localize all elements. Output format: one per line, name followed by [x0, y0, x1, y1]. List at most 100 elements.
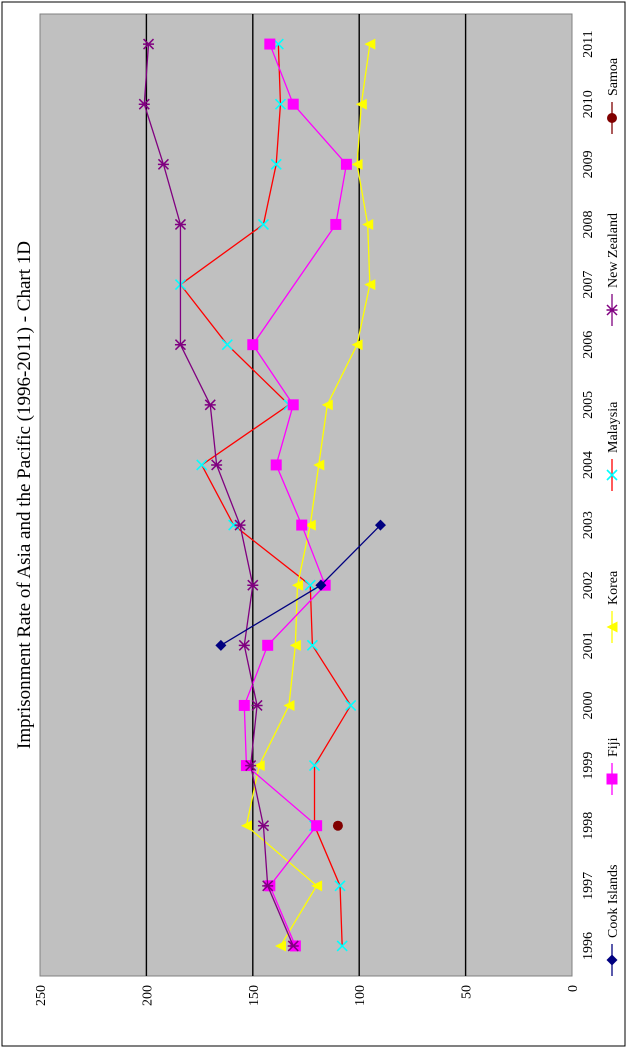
data-point-korea: [351, 339, 363, 351]
data-point-new-zealand: [247, 579, 259, 591]
data-point-malaysia: [221, 339, 233, 351]
x-tick-label: 2005: [581, 391, 596, 419]
legend-label: New Zealand: [606, 213, 621, 288]
x-tick-label: 2004: [581, 451, 596, 479]
data-point-korea: [274, 940, 286, 952]
data-point-cook-islands: [215, 639, 227, 651]
data-point-new-zealand: [138, 98, 150, 110]
legend-label: Cook Islands: [606, 865, 621, 939]
series-korea: [240, 38, 376, 952]
legend-item-cook-islands: Cook Islands: [606, 865, 621, 976]
plot-area: [39, 13, 573, 977]
data-point-new-zealand: [251, 699, 263, 711]
data-point-korea: [364, 38, 376, 50]
data-point-fiji: [238, 699, 250, 711]
data-point-fiji: [287, 98, 299, 110]
data-point-samoa: [332, 820, 343, 831]
y-axis-tick-labels: 0 50 100 150 200 250: [34, 985, 581, 1006]
data-point-new-zealand: [287, 940, 299, 952]
data-point-new-zealand: [238, 639, 250, 651]
x-tick-label: 1999: [581, 752, 596, 780]
legend-marker: [606, 621, 618, 633]
x-tick-label: 2002: [581, 571, 596, 599]
series-cook-islands: [215, 519, 386, 651]
data-point-new-zealand: [142, 38, 155, 50]
x-tick-label: 2006: [581, 331, 596, 359]
data-point-malaysia: [196, 459, 208, 471]
data-point-new-zealand: [174, 339, 186, 351]
data-point-malaysia: [274, 98, 287, 110]
legend-item-korea: Korea: [606, 570, 621, 643]
legend-label: Samoa: [606, 57, 621, 96]
x-tick-label: 2007: [581, 271, 596, 299]
data-point-new-zealand: [157, 158, 169, 170]
data-point-fiji: [264, 38, 276, 50]
data-point-fiji: [270, 459, 282, 471]
data-point-fiji: [247, 339, 259, 351]
data-point-korea: [351, 158, 363, 170]
x-tick-label: 1996: [581, 932, 596, 960]
x-tick-label: 1997: [581, 872, 596, 900]
y-tick-label: 200: [140, 985, 155, 1006]
legend-item-new-zealand: New Zealand: [606, 213, 621, 326]
data-point-malaysia: [304, 579, 316, 591]
x-tick-label: 2001: [581, 631, 596, 659]
data-point-fiji: [262, 639, 274, 651]
y-tick-label: 0: [566, 985, 581, 992]
legend-marker: [606, 304, 618, 316]
data-point-malaysia: [345, 699, 357, 712]
data-point-malaysia: [308, 759, 321, 772]
data-point-fiji: [330, 218, 342, 230]
chart-title: Imprisonment Rate of Asia and the Pacifi…: [14, 241, 35, 749]
series-line-malaysia: [179, 44, 352, 946]
series-layer: [138, 38, 386, 952]
data-point-korea: [362, 218, 374, 230]
data-point-new-zealand: [174, 218, 186, 230]
data-point-malaysia: [270, 158, 282, 170]
data-point-korea: [311, 880, 323, 892]
x-tick-label: 1998: [581, 812, 596, 840]
series-new-zealand: [138, 38, 299, 952]
legend-label: Fiji: [606, 737, 621, 757]
data-point-korea: [253, 760, 265, 772]
x-tick-label: 2008: [581, 210, 596, 238]
x-tick-label: 2011: [581, 30, 596, 57]
legend-item-malaysia: Malaysia: [606, 401, 621, 491]
data-point-fiji: [287, 399, 299, 411]
legend-marker: [606, 954, 618, 966]
x-tick-label: 2009: [581, 150, 596, 178]
data-point-new-zealand: [257, 820, 269, 832]
data-point-korea: [313, 459, 325, 471]
data-point-new-zealand: [262, 880, 274, 892]
data-point-malaysia: [306, 639, 318, 651]
data-point-new-zealand: [245, 760, 257, 772]
legend: Cook Islands Fiji Korea Malaysia New Zealand…: [606, 57, 621, 976]
data-point-korea: [304, 519, 316, 531]
x-tick-label: 2003: [581, 511, 596, 539]
data-point-korea: [291, 579, 303, 591]
data-point-fiji: [311, 820, 323, 832]
series-samoa: [332, 820, 343, 831]
data-point-malaysia: [336, 940, 348, 952]
data-point-new-zealand: [211, 459, 223, 471]
legend-marker: [606, 773, 618, 785]
data-point-korea: [240, 820, 252, 832]
data-point-korea: [321, 399, 333, 411]
data-point-malaysia: [334, 880, 346, 892]
data-point-cook-islands: [374, 519, 386, 531]
data-point-korea: [283, 699, 295, 711]
y-tick-label: 150: [247, 985, 262, 1006]
legend-label: Korea: [606, 570, 621, 605]
legend-label: Malaysia: [606, 401, 621, 453]
legend-item-samoa: Samoa: [606, 57, 621, 134]
data-point-korea: [289, 639, 301, 651]
legend-marker: [606, 469, 618, 481]
y-tick-label: 50: [460, 985, 475, 999]
data-point-new-zealand: [204, 399, 216, 411]
data-point-korea: [364, 279, 376, 291]
data-point-fiji: [340, 158, 352, 170]
data-point-new-zealand: [234, 519, 246, 531]
data-point-cook-islands: [315, 579, 327, 591]
x-tick-label: 2000: [581, 691, 596, 719]
data-point-korea: [355, 98, 367, 110]
